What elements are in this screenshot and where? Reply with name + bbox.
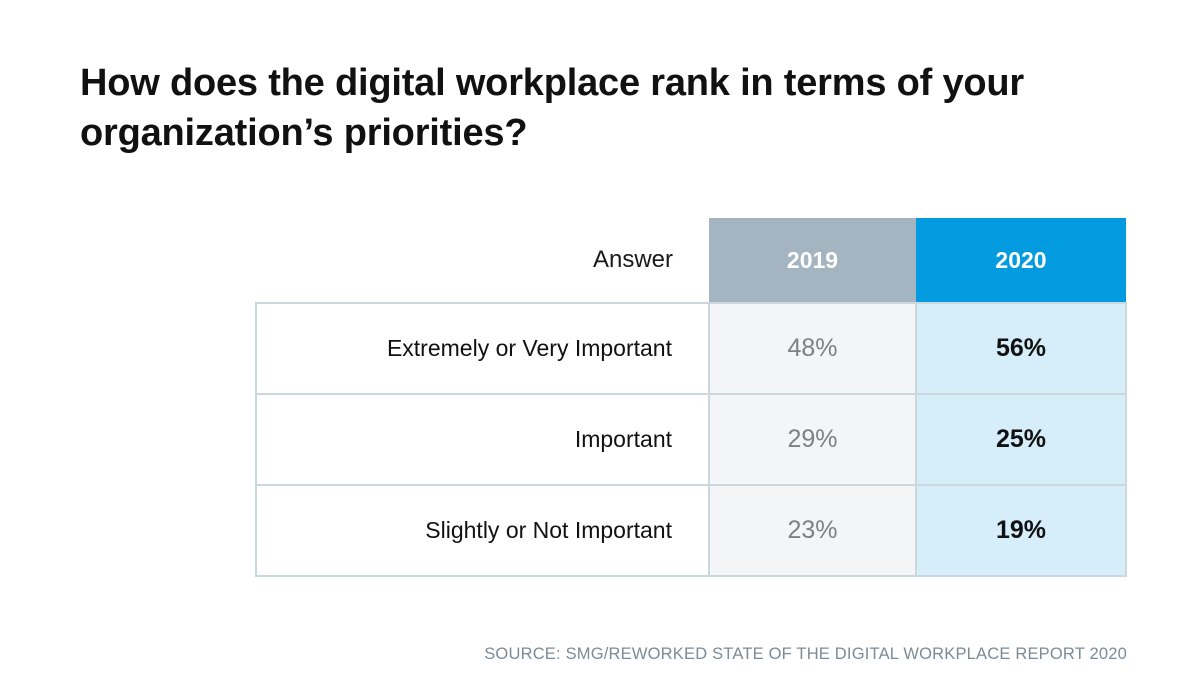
table-body: Extremely or Very Important 48% 56% Impo… [255,302,1127,577]
table-row: Extremely or Very Important 48% 56% [255,302,1127,395]
source-note: SOURCE: SMG/REWORKED STATE OF THE DIGITA… [484,645,1127,663]
cell-2020: 19% [916,485,1127,577]
column-header-2019: 2019 [709,218,916,303]
cell-answer: Extremely or Very Important [255,302,710,395]
table-header: Answer 2019 2020 [256,218,1126,303]
table-row: Important 29% 25% [255,394,1127,486]
column-header-2020: 2020 [916,218,1126,303]
table-row: Slightly or Not Important 23% 19% [255,485,1127,577]
cell-2019: 29% [709,394,917,486]
results-table: Answer 2019 2020 Extremely or Very Impor… [255,218,1127,577]
page-title: How does the digital workplace rank in t… [80,62,1025,154]
cell-answer: Slightly or Not Important [255,485,710,577]
results-table-container: Answer 2019 2020 Extremely or Very Impor… [255,218,1127,577]
table-header-row: Answer 2019 2020 [256,218,1126,303]
column-header-answer: Answer [256,218,709,303]
cell-2020: 56% [916,302,1127,395]
cell-2019: 23% [709,485,917,577]
cell-2019: 48% [709,302,917,395]
cell-2020: 25% [916,394,1127,486]
title-block: How does the digital workplace rank in t… [80,58,1140,158]
cell-answer: Important [255,394,710,486]
